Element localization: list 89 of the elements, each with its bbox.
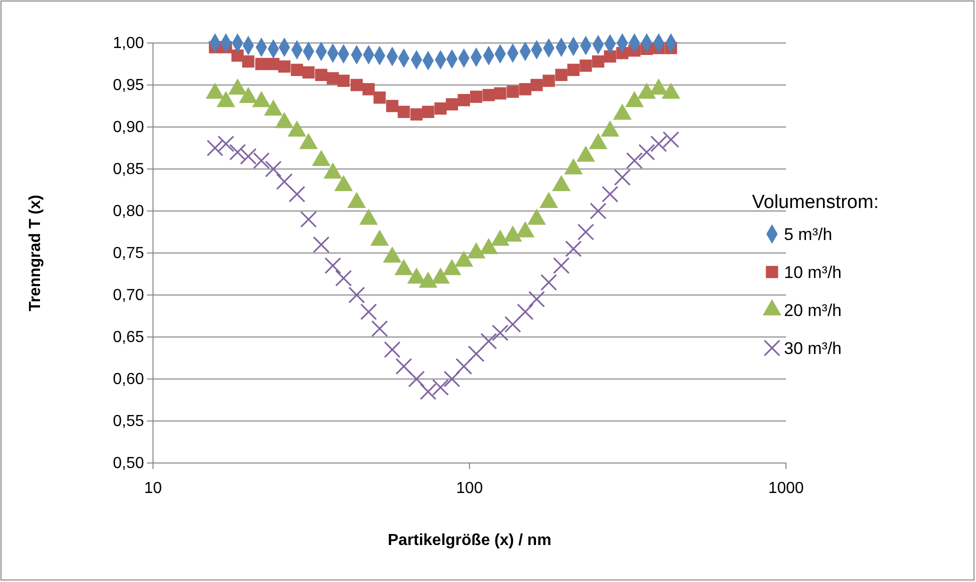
- y-tick-label: 0,85: [112, 161, 144, 178]
- point: [614, 169, 631, 186]
- point: [494, 87, 506, 100]
- point: [604, 50, 616, 63]
- point: [602, 186, 618, 203]
- point: [326, 72, 339, 84]
- point: [373, 91, 386, 104]
- point: [324, 257, 342, 274]
- point: [276, 173, 293, 190]
- point: [638, 144, 656, 161]
- y-tick-label: 0,60: [112, 371, 144, 388]
- point: [567, 64, 580, 76]
- point: [337, 74, 350, 87]
- point: [362, 83, 375, 96]
- y-tick-label: 0,65: [112, 329, 144, 346]
- point: [650, 135, 668, 152]
- point: [395, 358, 412, 375]
- point: [470, 90, 482, 103]
- point: [410, 108, 423, 121]
- x-axis-title: Partikelgröße (x) / nm: [388, 532, 552, 549]
- point: [398, 106, 410, 118]
- point: [335, 270, 352, 287]
- y-tick-label: 0,75: [112, 245, 144, 262]
- x-tick-label: 1000: [768, 480, 804, 497]
- y-axis-title: Trenngrad T (x): [27, 194, 44, 312]
- point: [662, 131, 680, 148]
- point: [371, 320, 388, 337]
- point: [444, 370, 460, 388]
- point: [265, 160, 282, 178]
- point: [302, 66, 315, 79]
- legend-label: 10 m³/h: [784, 263, 842, 282]
- point: [577, 224, 594, 240]
- point: [542, 74, 555, 87]
- point: [267, 58, 280, 70]
- x-tick-label: 10: [144, 480, 162, 497]
- point: [312, 236, 330, 253]
- point: [516, 303, 534, 320]
- point: [555, 68, 568, 82]
- legend-label: 5 m³/h: [784, 225, 832, 244]
- point: [580, 60, 592, 72]
- point: [229, 144, 246, 161]
- point: [590, 202, 607, 220]
- point: [432, 379, 449, 396]
- point: [242, 55, 254, 68]
- y-tick-label: 0,95: [112, 77, 144, 94]
- point: [290, 64, 304, 76]
- point: [626, 152, 643, 169]
- y-tick-label: 0,70: [112, 287, 144, 304]
- point: [480, 332, 498, 350]
- point: [360, 303, 377, 320]
- legend-title: Volumenstrom:: [752, 192, 879, 213]
- x-tick-label: 100: [456, 480, 483, 497]
- legend-label: 20 m³/h: [784, 301, 842, 320]
- point: [565, 240, 582, 258]
- point: [456, 358, 472, 375]
- point: [434, 102, 447, 115]
- point: [386, 100, 398, 112]
- point: [408, 370, 425, 388]
- y-tick-label: 0,90: [112, 119, 144, 136]
- y-tick-label: 0,80: [112, 203, 144, 220]
- point: [300, 211, 317, 228]
- point: [348, 286, 365, 304]
- point: [350, 78, 363, 92]
- point: [552, 257, 570, 274]
- legend-label: 30 m³/h: [784, 339, 842, 358]
- y-tick-label: 1,00: [112, 35, 144, 52]
- point: [504, 316, 522, 333]
- point: [384, 341, 401, 358]
- point: [253, 152, 270, 169]
- point: [288, 186, 306, 203]
- point: [519, 83, 532, 96]
- point: [506, 86, 519, 98]
- point: [446, 98, 458, 110]
- point: [482, 88, 495, 102]
- point: [315, 68, 328, 82]
- point: [492, 324, 509, 342]
- y-tick-label: 0,50: [112, 455, 144, 472]
- point: [420, 383, 436, 400]
- point: [468, 345, 485, 362]
- point: [240, 148, 257, 165]
- point: [540, 274, 558, 291]
- y-tick-label: 0,55: [112, 413, 144, 430]
- point: [255, 58, 268, 70]
- point: [592, 55, 604, 68]
- point: [528, 290, 545, 308]
- point: [458, 94, 470, 106]
- point: [278, 60, 290, 73]
- point: [422, 106, 434, 118]
- point: [530, 78, 543, 92]
